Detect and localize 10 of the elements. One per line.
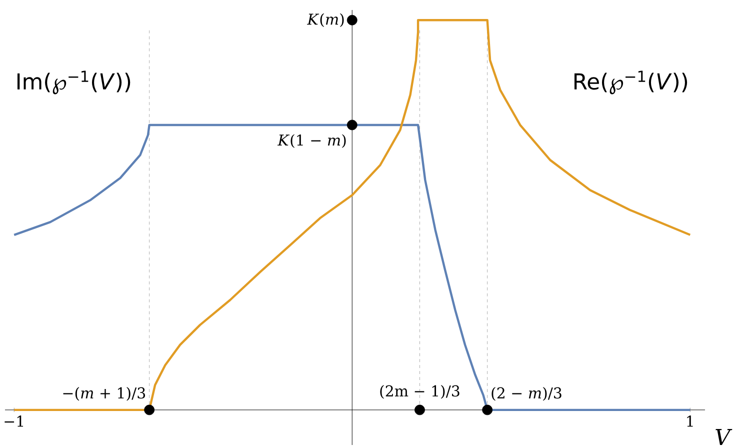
annotation: (2 − m)/3 (492, 387, 562, 401)
text: Re(℘$^{−1}$(V)) (574, 70, 688, 94)
annotation: K(1 − m) (277, 134, 346, 148)
series-label: Im(℘$^{−1}$(V)) (17, 70, 130, 94)
x-tick-label: 1 (687, 416, 693, 427)
x-tick-label: −1 (4, 416, 24, 427)
annotation: −(m + 1)/3 (63, 387, 145, 401)
x-axis-title: V (716, 429, 732, 445)
annotation: (2m − 1)/3 (380, 385, 460, 399)
annotation: K(m) (306, 13, 344, 27)
